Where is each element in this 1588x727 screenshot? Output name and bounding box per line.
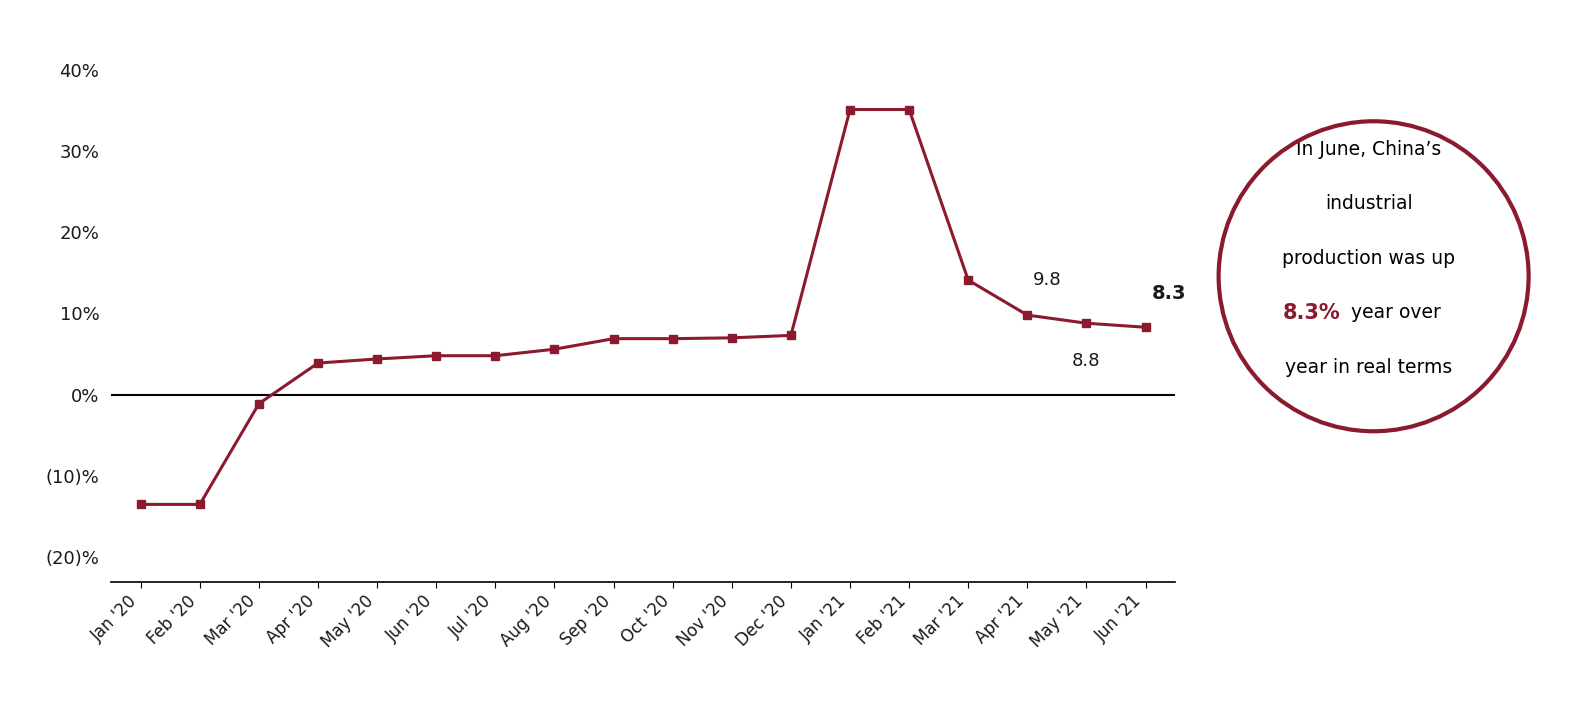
- Text: industrial: industrial: [1324, 194, 1413, 213]
- Text: In June, China’s: In June, China’s: [1296, 140, 1442, 158]
- Text: year over: year over: [1345, 303, 1440, 322]
- Text: 8.8: 8.8: [1072, 352, 1100, 369]
- Text: production was up: production was up: [1283, 249, 1455, 268]
- Text: 8.3%: 8.3%: [1283, 302, 1340, 323]
- Text: year in real terms: year in real terms: [1285, 358, 1453, 377]
- Text: 9.8: 9.8: [1034, 271, 1062, 289]
- Text: 8.3: 8.3: [1151, 284, 1186, 303]
